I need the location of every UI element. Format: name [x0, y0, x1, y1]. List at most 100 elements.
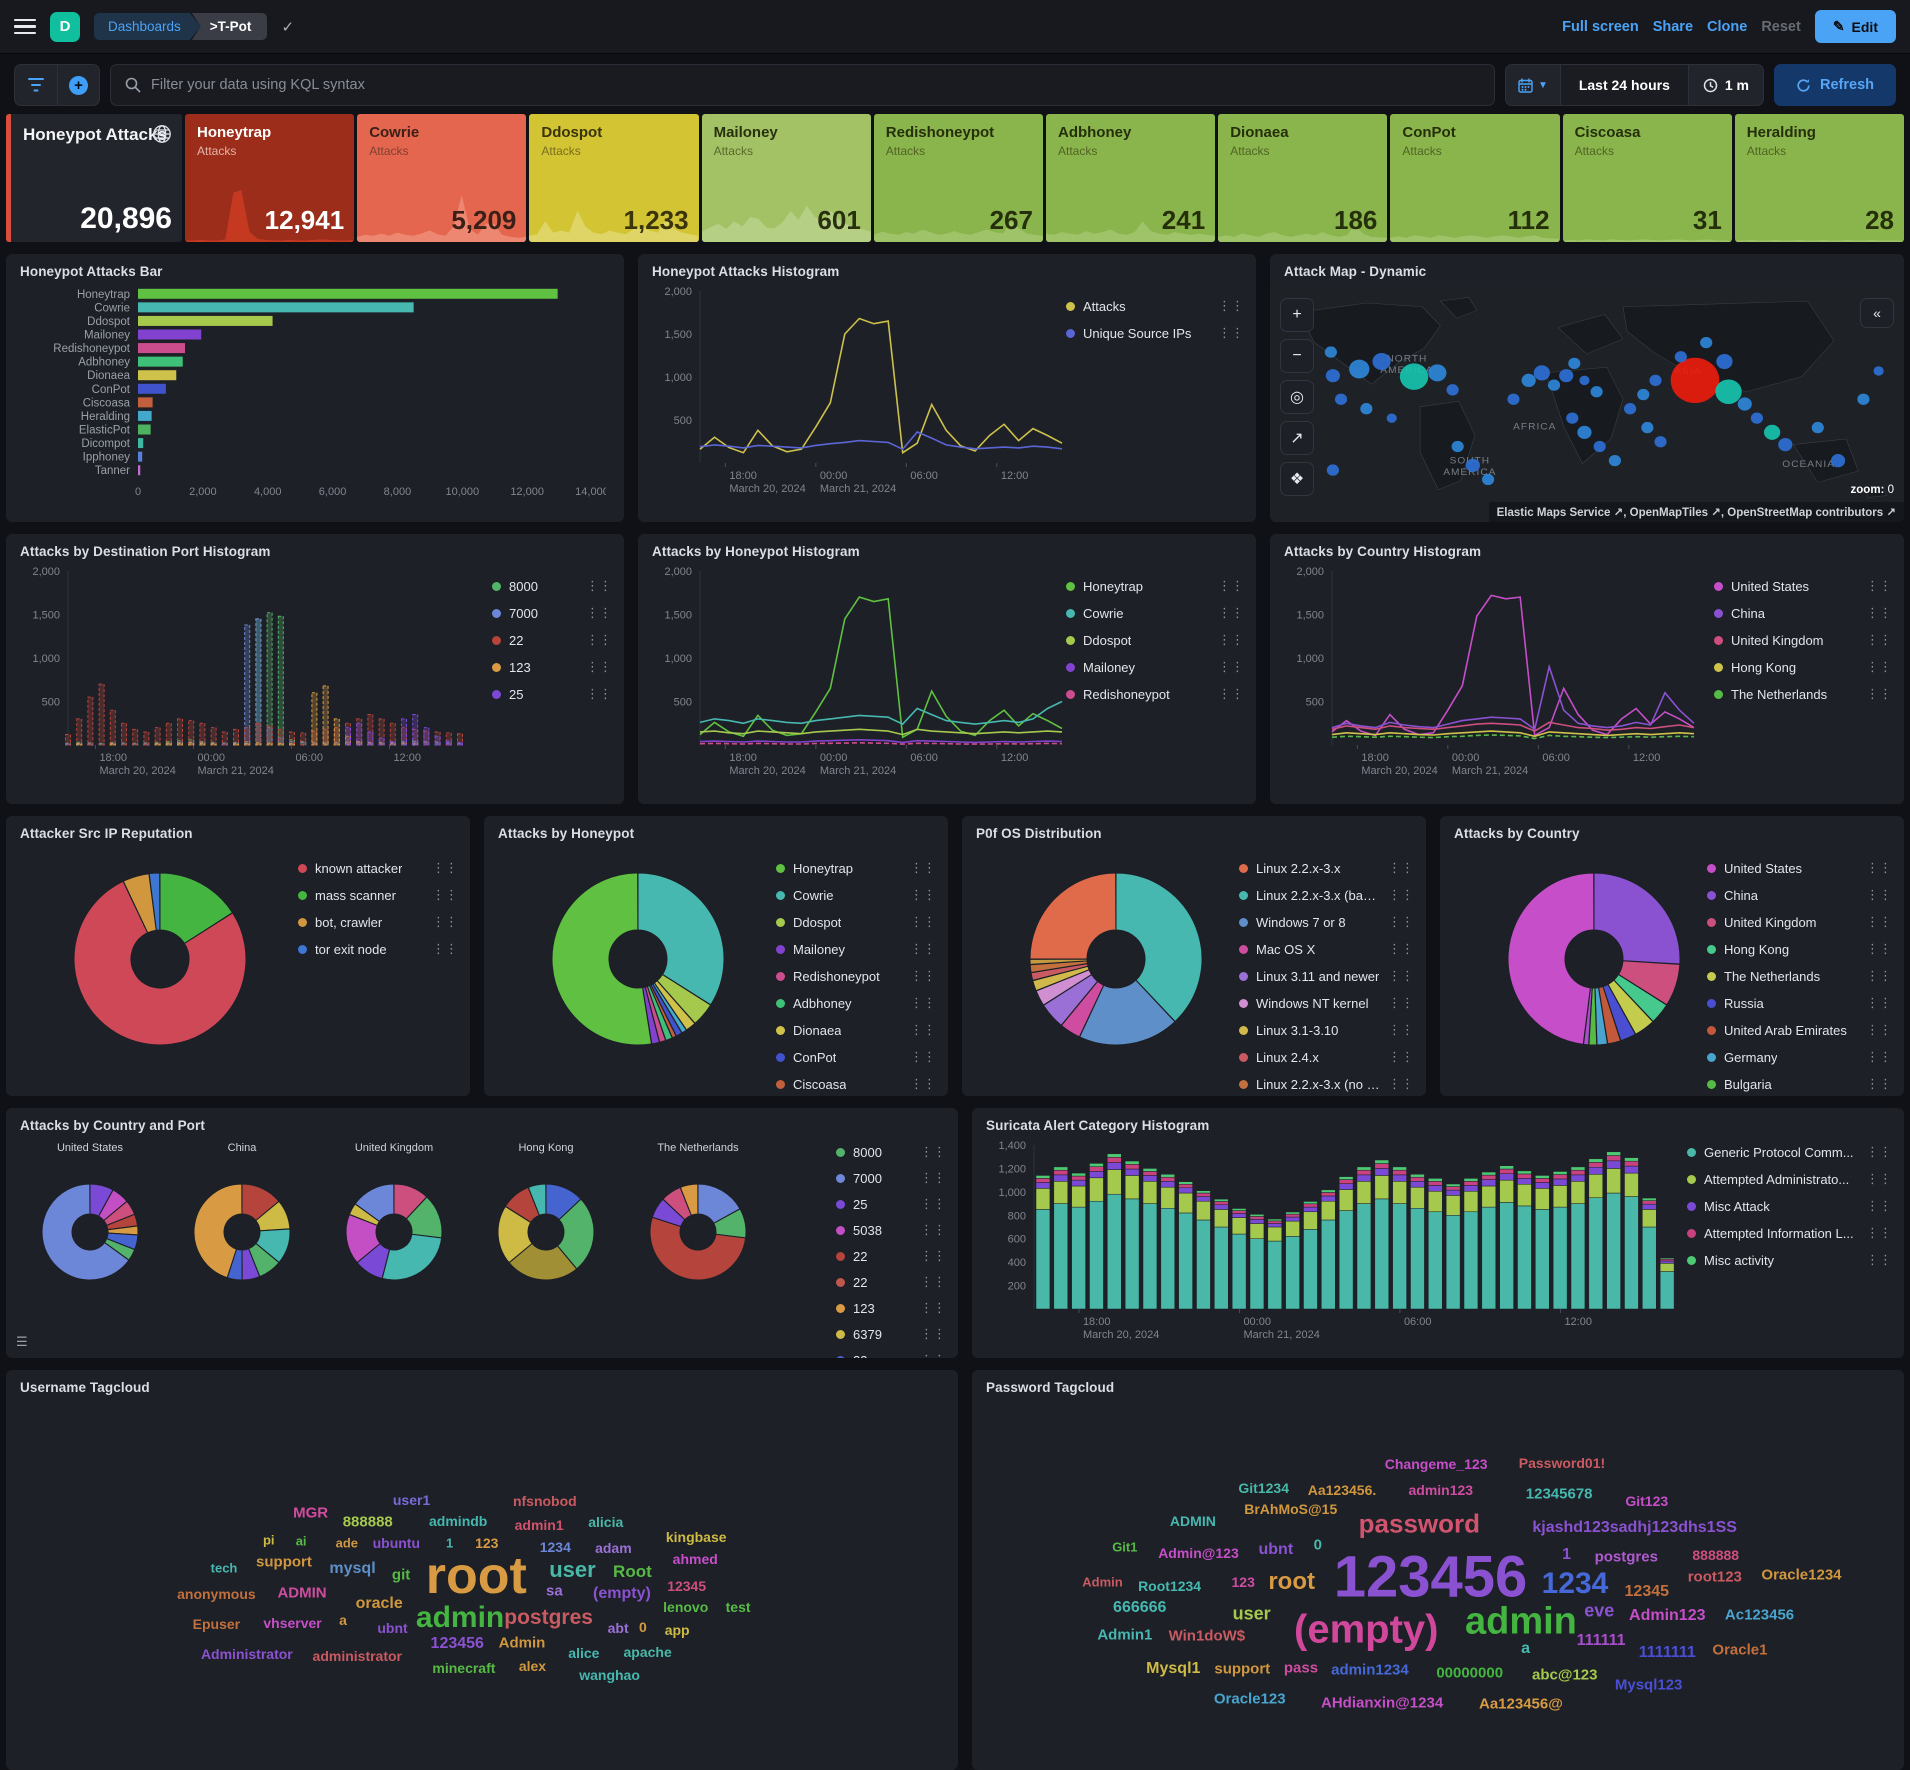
attack-location-dot[interactable]	[1399, 363, 1429, 390]
tag-word[interactable]: ai	[295, 1533, 307, 1549]
legend-item[interactable]: Linux 2.2.x-3.x (bare... ⋮⋮	[1239, 887, 1414, 903]
legend-options-icon[interactable]: ⋮⋮	[1866, 887, 1892, 902]
legend-options-icon[interactable]: ⋮⋮	[1866, 1022, 1892, 1037]
tag-word[interactable]: alex	[518, 1658, 547, 1675]
tag-word[interactable]: Admin@123	[1158, 1544, 1239, 1561]
legend-options-icon[interactable]: ⋮⋮	[920, 1222, 946, 1237]
legend-item[interactable]: Russia ⋮⋮	[1707, 995, 1892, 1011]
tag-word[interactable]: Mysql123	[1614, 1676, 1683, 1694]
legend-item[interactable]: 7000 ⋮⋮	[492, 605, 612, 621]
full-screen-link[interactable]: Full screen	[1562, 18, 1639, 35]
legend-options-icon[interactable]: ⋮⋮	[910, 1022, 936, 1037]
legend-options-icon[interactable]: ⋮⋮	[1388, 1076, 1414, 1091]
pie-slice-[interactable]	[354, 1183, 395, 1223]
legend-options-icon[interactable]: ⋮⋮	[1388, 914, 1414, 929]
legend-item[interactable]: Redishoneypot ⋮⋮	[1066, 686, 1244, 702]
legend-options-icon[interactable]: ⋮⋮	[920, 1274, 946, 1289]
attack-location-dot[interactable]	[1579, 375, 1590, 386]
zoom-in-icon[interactable]: +	[1280, 298, 1314, 332]
tag-word[interactable]: vhserver	[263, 1615, 322, 1632]
tag-word[interactable]: ADMIN	[1169, 1513, 1216, 1530]
tag-word[interactable]: ubuntu	[372, 1535, 421, 1552]
legend-options-icon[interactable]: ⋮⋮	[1388, 995, 1414, 1010]
tag-word[interactable]: tech	[210, 1560, 238, 1576]
kql-search-input[interactable]	[151, 77, 1480, 93]
legend-item[interactable]: United Kingdom ⋮⋮	[1714, 632, 1892, 648]
legend-item[interactable]: Ddospot ⋮⋮	[1066, 632, 1244, 648]
tag-word[interactable]: 666666	[1113, 1599, 1167, 1617]
breadcrumb-current[interactable]: >T-Pot	[191, 13, 268, 40]
tag-word[interactable]: ahmed	[672, 1551, 718, 1568]
legend-options-icon[interactable]: ⋮⋮	[586, 659, 612, 674]
legend-options-icon[interactable]: ⋮⋮	[920, 1196, 946, 1211]
tag-word[interactable]: git	[391, 1566, 411, 1584]
legend-item[interactable]: Misc activity ⋮⋮	[1687, 1252, 1892, 1268]
legend-item[interactable]: Ddospot ⋮⋮	[776, 914, 936, 930]
tag-word[interactable]: BrAhMoS@15	[1244, 1500, 1338, 1517]
legend-options-icon[interactable]: ⋮⋮	[920, 1300, 946, 1315]
legend-options-icon[interactable]: ⋮⋮	[1866, 1076, 1892, 1091]
legend-options-icon[interactable]: ⋮⋮	[1866, 605, 1892, 620]
tag-word[interactable]: 123	[475, 1535, 499, 1552]
legend-options-icon[interactable]: ⋮⋮	[432, 941, 458, 956]
tag-word[interactable]: anonymous	[177, 1586, 256, 1603]
attack-location-dot[interactable]	[1649, 374, 1662, 387]
legend-item[interactable]: 7000 ⋮⋮	[836, 1170, 946, 1186]
attack-location-dot[interactable]	[1326, 464, 1339, 476]
legend-item[interactable]: Dionaea ⋮⋮	[776, 1022, 936, 1038]
tile-conpot[interactable]: ConPot Attacks 112	[1390, 114, 1560, 242]
legend-item[interactable]: China ⋮⋮	[1707, 887, 1892, 903]
pie-slice-Windows 7 or 8[interactable]	[1079, 979, 1176, 1046]
tag-word[interactable]: 888888	[342, 1513, 393, 1531]
legend-options-icon[interactable]: ⋮⋮	[1866, 578, 1892, 593]
tag-word[interactable]: adam	[595, 1540, 632, 1556]
legend-item[interactable]: 23 ⋮⋮	[836, 1352, 946, 1358]
legend-item[interactable]: 8000 ⋮⋮	[492, 578, 612, 594]
pie-slice-China[interactable]	[1593, 872, 1681, 965]
tag-word[interactable]: Epuser	[192, 1616, 241, 1633]
map-legend-collapse-icon[interactable]: «	[1860, 298, 1894, 328]
legend-options-icon[interactable]: ⋮⋮	[910, 968, 936, 983]
attack-location-dot[interactable]	[1559, 369, 1574, 383]
legend-options-icon[interactable]: ⋮⋮	[910, 860, 936, 875]
legend-options-icon[interactable]: ⋮⋮	[1388, 860, 1414, 875]
attack-location-dot[interactable]	[1507, 393, 1520, 405]
attack-location-dot[interactable]	[1637, 388, 1650, 401]
attack-location-dot[interactable]	[1778, 437, 1793, 452]
tag-word[interactable]: ade	[335, 1535, 359, 1551]
legend-options-icon[interactable]: ⋮⋮	[1218, 659, 1244, 674]
legend-item[interactable]: 22 ⋮⋮	[836, 1274, 946, 1290]
attack-location-dot[interactable]	[1674, 351, 1687, 363]
legend-item[interactable]: tor exit node ⋮⋮	[298, 941, 458, 957]
pie-slice-Cowrie[interactable]	[637, 872, 725, 1006]
share-link[interactable]: Share	[1652, 18, 1694, 35]
tag-word[interactable]: 1234	[1541, 1566, 1609, 1600]
tag-word[interactable]: root	[425, 1546, 527, 1605]
tag-word[interactable]: admin123	[1408, 1482, 1474, 1499]
globe-icon[interactable]	[152, 124, 172, 149]
legend-options-icon[interactable]: ⋮⋮	[920, 1144, 946, 1159]
legend-options-icon[interactable]: ⋮⋮	[1866, 1049, 1892, 1064]
attack-location-dot[interactable]	[1764, 424, 1781, 440]
spatial-filter-icon[interactable]: ❖	[1280, 462, 1314, 496]
attack-location-dot[interactable]	[1428, 364, 1447, 382]
legend-options-icon[interactable]: ⋮⋮	[1218, 632, 1244, 647]
legend-options-icon[interactable]: ⋮⋮	[920, 1248, 946, 1263]
tag-word[interactable]: app	[664, 1622, 690, 1639]
attack-location-dot[interactable]	[1811, 421, 1824, 434]
attack-location-dot[interactable]	[1521, 373, 1536, 388]
attack-location-dot[interactable]	[1830, 454, 1846, 468]
tag-word[interactable]: alicia	[588, 1514, 624, 1531]
legend-item[interactable]: 5038 ⋮⋮	[836, 1222, 946, 1238]
legend-options-icon[interactable]: ⋮⋮	[1218, 578, 1244, 593]
tag-word[interactable]: 12345	[667, 1578, 707, 1595]
expand-icon[interactable]: ↗	[1280, 421, 1314, 455]
attack-location-dot[interactable]	[1873, 366, 1884, 376]
attribution-link[interactable]: OpenMapTiles ↗,	[1629, 507, 1728, 519]
attack-location-dot[interactable]	[1590, 386, 1603, 398]
tag-word[interactable]: abc@123	[1531, 1666, 1598, 1684]
legend-options-icon[interactable]: ⋮⋮	[920, 1352, 946, 1358]
space-avatar[interactable]: D	[50, 11, 80, 42]
legend-item[interactable]: Windows 7 or 8 ⋮⋮	[1239, 914, 1414, 930]
tag-word[interactable]: Git1234	[1238, 1480, 1289, 1497]
